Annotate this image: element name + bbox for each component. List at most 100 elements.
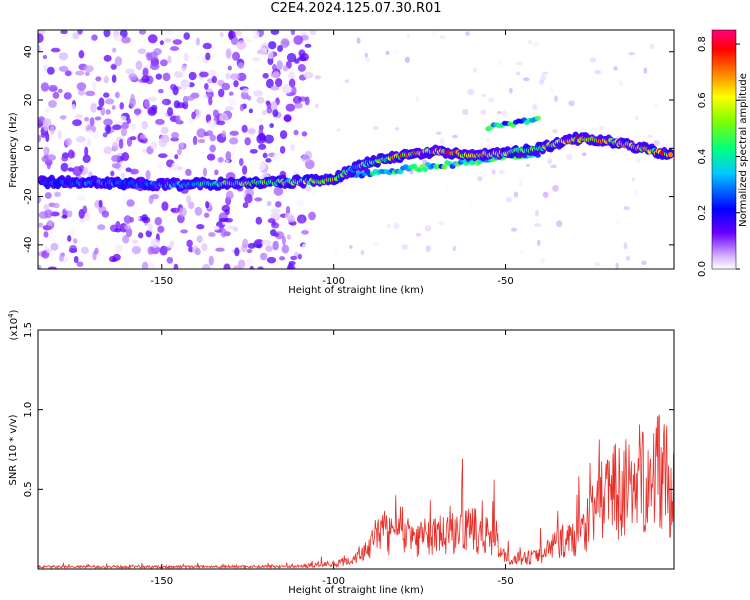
spectrogram-noise-blob [276, 60, 283, 71]
spectrogram-noise-blob [157, 225, 165, 233]
spectrogram-noise-blob [208, 232, 216, 237]
spectrogram-noise-blob [43, 204, 50, 211]
spectrogram-noise-blob [119, 102, 124, 110]
spectrogram-noise-blob [234, 30, 242, 37]
spectrogram-noise-blob [225, 48, 232, 59]
spectrogram-noise-blob [231, 51, 241, 61]
spectrogram-noise-blob [49, 124, 55, 135]
spectrogram-noise-blob [114, 34, 123, 42]
spectrogram-noise-blob [111, 64, 117, 70]
spectrogram-noise-blob [225, 165, 232, 173]
spectrogram-noise-blob [75, 70, 85, 76]
spectrogram-noise-blob [252, 57, 262, 62]
spectrogram-noise-blob [372, 125, 379, 131]
spectrogram-noise-blob [202, 42, 212, 50]
spectrogram-noise-blob [86, 138, 92, 147]
spectrogram-noise-blob [147, 223, 154, 232]
spectrogram-noise-blob [102, 132, 108, 138]
spectrogram-noise-blob [218, 88, 225, 98]
spectrogram-noise-blob [631, 177, 636, 182]
spectrogram-noise-blob [121, 121, 129, 130]
spectrogram-noise-blob [212, 109, 219, 118]
spectrogram-noise-blob [195, 37, 201, 46]
spectrogram-noise-blob [41, 155, 49, 163]
y-tick-label: 0 [23, 145, 34, 151]
spectrogram-noise-blob [44, 192, 52, 199]
spectrogram-noise-blob [344, 79, 350, 84]
spectrogram-noise-blob [57, 88, 63, 94]
spectrogram-noise-blob [72, 166, 83, 177]
y-tick-label: 20 [23, 94, 34, 107]
spectrogram-noise-blob [267, 51, 274, 60]
spectrogram-noise-blob [265, 245, 273, 252]
spectrogram-noise-blob [167, 244, 175, 249]
spectrogram-noise-blob [161, 201, 169, 212]
spectrogram-noise-blob [253, 90, 264, 97]
spectrogram-ridge-blob [441, 164, 448, 170]
spectrogram-noise-blob [38, 264, 42, 269]
spectrogram-noise-blob [290, 30, 296, 36]
spectrogram-noise-blob [173, 71, 184, 78]
spectrogram-noise-blob [430, 30, 437, 37]
colorbar-tick-label: 0.4 [697, 149, 708, 165]
spectrogram-noise-blob [186, 239, 193, 248]
spectrogram-noise-blob [266, 107, 273, 114]
spectrogram-noise-blob [174, 154, 179, 160]
spectrogram-noise-blob [293, 129, 299, 136]
spectrogram-noise-blob [332, 85, 337, 90]
spectrogram-noise-blob [77, 30, 83, 35]
spectrogram-noise-blob [271, 222, 280, 229]
spectrogram-noise-blob [103, 118, 113, 126]
spectrogram-noise-blob [647, 134, 653, 138]
spectrogram-noise-blob [492, 81, 499, 86]
spectrogram-noise-blob [394, 118, 400, 124]
spectrogram-noise-blob [221, 204, 231, 213]
spectrogram-noise-blob [38, 134, 42, 143]
spectrogram-noise-blob [477, 175, 483, 182]
spectrogram-noise-blob [506, 196, 512, 203]
spectrogram-noise-blob [272, 108, 279, 118]
spectrogram-noise-blob [301, 243, 309, 252]
spectrogram-noise-blob [265, 158, 272, 163]
spectrogram-noise-blob [225, 150, 232, 161]
snr-y-scale-label: (x104) [7, 309, 20, 340]
spectrogram-noise-blob [82, 205, 88, 214]
spectrogram-noise-blob [641, 260, 647, 266]
spectrogram-noise-blob [158, 88, 164, 94]
spectrogram-noise-blob [145, 230, 152, 238]
spectrogram-noise-blob [120, 127, 127, 137]
spectrogram-noise-blob [73, 238, 78, 244]
spectrogram-x-ticks: -150 -100 -50 [150, 30, 514, 287]
spectrogram-noise-blob [452, 246, 457, 252]
spectrogram-noise-blob [304, 43, 312, 48]
spectrogram-noise-blob [508, 87, 513, 94]
spectrogram-noise-blob [273, 232, 280, 237]
spectrogram-noise-blob [221, 82, 231, 91]
colorbar-tick-label: 0.8 [697, 36, 708, 52]
snr-y-label: SNR (10 * v/v) [8, 414, 19, 485]
spectrogram-noise-blob [622, 153, 628, 158]
x-tick-label: -150 [150, 276, 173, 287]
spectrogram-noise-blob [279, 146, 286, 154]
spectrogram-noise-blob [114, 91, 120, 99]
spectrogram-noise-blob [72, 119, 82, 127]
spectrogram-noise-blob [111, 154, 121, 163]
spectrogram-noise-blob [91, 81, 97, 91]
page-title: C2E4.2024.125.07.30.R01 [270, 1, 442, 16]
spectrogram-noise-blob [194, 248, 201, 256]
spectrogram-noise-blob [111, 105, 116, 110]
spectrogram-noise-blob [635, 158, 641, 164]
spectrogram-noise-blob [76, 82, 87, 91]
spectrogram-noise-blob [266, 256, 277, 264]
spectrogram-noise-blob [38, 222, 44, 228]
spectrogram-noise-blob [40, 132, 47, 139]
spectrogram-noise-blob [239, 253, 246, 259]
spectrogram-noise-blob [304, 96, 310, 106]
spectrogram-noise-blob [452, 134, 459, 139]
spectrogram-noise-blob [266, 200, 272, 207]
spectrogram-noise-blob [261, 239, 272, 246]
spectrogram-noise-blob [297, 56, 307, 62]
spectrogram-noise-blob [542, 191, 549, 198]
spectrogram-noise-blob [549, 86, 554, 93]
spectrogram-noise-blob [98, 97, 105, 108]
